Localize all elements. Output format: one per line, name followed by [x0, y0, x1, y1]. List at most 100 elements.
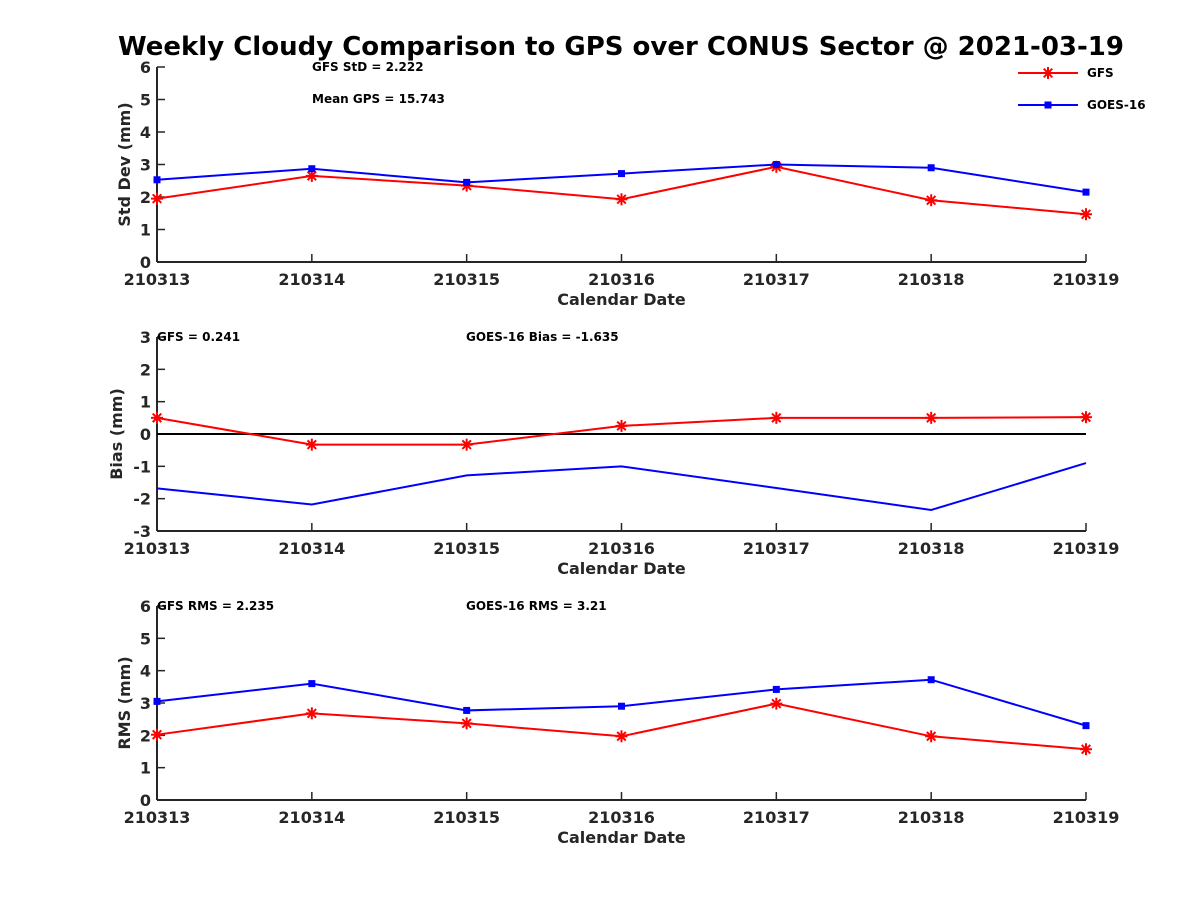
data-point-gfs [460, 717, 473, 730]
data-point-goes-16 [153, 697, 161, 705]
annotation-text: GFS = 0.241 [157, 330, 240, 344]
data-point-goes-16 [308, 680, 316, 688]
x-tick-label: 210318 [898, 539, 965, 558]
data-point-gfs [305, 438, 318, 451]
y-axis-label: RMS (mm) [115, 656, 134, 749]
x-tick-label: 210317 [743, 270, 810, 289]
annotation-text: GFS StD = 2.222 [312, 60, 424, 74]
data-point-goes-16 [308, 165, 316, 173]
y-tick-label: 1 [140, 759, 151, 778]
x-tick-label: 210314 [278, 270, 345, 289]
data-point-gfs [151, 411, 163, 424]
x-tick-label: 210318 [898, 270, 965, 289]
legend-marker [1042, 67, 1054, 79]
data-point-gfs [151, 728, 163, 741]
data-point-goes-16 [1082, 188, 1090, 196]
asterisk-stroke [151, 193, 163, 204]
asterisk-stroke [461, 718, 472, 729]
y-tick-label: 2 [140, 360, 151, 379]
x-tick-label: 210318 [898, 808, 965, 827]
y-tick-label: 0 [140, 425, 151, 444]
data-point-gfs [615, 730, 628, 743]
asterisk-stroke [616, 731, 627, 742]
x-tick-label: 210314 [278, 539, 345, 558]
y-tick-label: 0 [140, 253, 151, 272]
y-axis-label: Std Dev (mm) [115, 102, 134, 226]
chart-panel-1: 0 1 2 3 4 5 6 210313 210314 210315 210316 210317 210… [115, 58, 1146, 309]
asterisk-stroke [771, 412, 782, 423]
y-tick-label: 6 [140, 58, 151, 77]
x-tick-label: 210316 [588, 808, 655, 827]
x-tick-label: 210319 [1053, 808, 1120, 827]
data-point-goes-16 [772, 161, 780, 168]
y-tick-label: 5 [140, 629, 151, 648]
y-axis-label: Bias (mm) [107, 388, 126, 480]
x-tick-label: 210316 [588, 270, 655, 289]
y-tick-label: 3 [140, 694, 151, 713]
y-tick-label: 5 [140, 91, 151, 110]
data-point-goes-16 [772, 685, 780, 693]
annotation-text: Mean GPS = 15.743 [312, 92, 445, 106]
data-point-goes-16 [463, 178, 471, 186]
data-point-gfs [1080, 411, 1092, 424]
x-axis-label: Calendar Date [557, 828, 686, 847]
legend-label: GOES-16 [1087, 98, 1146, 112]
x-axis-label: Calendar Date [557, 559, 686, 578]
y-tick-label: 3 [140, 328, 151, 347]
asterisk-stroke [306, 439, 317, 450]
y-tick-label: 1 [140, 221, 151, 240]
annotation-text: GOES-16 Bias = -1.635 [466, 330, 619, 344]
data-point-gfs [925, 194, 938, 207]
x-tick-label: 210315 [433, 539, 500, 558]
x-axis-label: Calendar Date [557, 290, 686, 309]
data-point-gfs [1080, 208, 1092, 221]
x-tick-label: 210313 [124, 270, 191, 289]
data-point-gfs [770, 697, 783, 710]
x-tick-label: 210319 [1053, 270, 1120, 289]
asterisk-stroke [1080, 412, 1092, 423]
x-tick-label: 210319 [1053, 539, 1120, 558]
y-tick-label: -2 [133, 490, 151, 509]
annotation-text: GOES-16 RMS = 3.21 [466, 599, 607, 613]
figure-title: Weekly Cloudy Comparison to GPS over CON… [118, 32, 1124, 62]
data-point-goes-16 [927, 676, 935, 684]
asterisk-stroke [771, 698, 782, 709]
series-line-goes-16 [156, 462, 1087, 512]
annotation-text: GFS RMS = 2.235 [157, 599, 274, 613]
x-tick-label: 210316 [588, 539, 655, 558]
chart-panel-2: -3 -2 -1 0 1 2 3 210313 210314 210315 210316 210317… [107, 328, 1119, 578]
x-tick-label: 210313 [124, 808, 191, 827]
x-tick-label: 210315 [433, 270, 500, 289]
data-point-gfs [305, 707, 318, 720]
y-tick-label: 3 [140, 156, 151, 175]
y-tick-label: 2 [140, 188, 151, 207]
data-point-goes-16 [618, 170, 625, 178]
asterisk-stroke [1042, 67, 1054, 79]
data-point-goes-16 [1082, 722, 1090, 730]
x-tick-label: 210313 [124, 539, 191, 558]
y-tick-label: -1 [133, 457, 151, 476]
x-tick-label: 210317 [743, 539, 810, 558]
y-tick-label: 2 [140, 726, 151, 745]
data-point-gfs [925, 730, 938, 743]
data-point-gfs [151, 192, 163, 205]
chart-panel-3: 0 1 2 3 4 5 6 210313 210314 210315 210316 210317 210… [115, 597, 1119, 847]
legend-label: GFS [1087, 66, 1114, 80]
asterisk-stroke [616, 194, 627, 205]
y-tick-label: 0 [140, 791, 151, 810]
legend-marker [1044, 101, 1052, 109]
data-point-goes-16 [463, 706, 471, 714]
asterisk-stroke [461, 439, 472, 450]
y-tick-label: 4 [140, 123, 151, 142]
data-point-gfs [460, 438, 473, 451]
asterisk-stroke [1080, 209, 1092, 220]
asterisk-stroke [306, 170, 317, 181]
data-point-goes-16 [618, 702, 625, 710]
legend: GFS GOES-16 [1018, 66, 1146, 112]
data-point-gfs [615, 419, 628, 432]
y-tick-label: 4 [140, 662, 151, 681]
asterisk-stroke [151, 729, 163, 740]
asterisk-stroke [616, 420, 627, 431]
